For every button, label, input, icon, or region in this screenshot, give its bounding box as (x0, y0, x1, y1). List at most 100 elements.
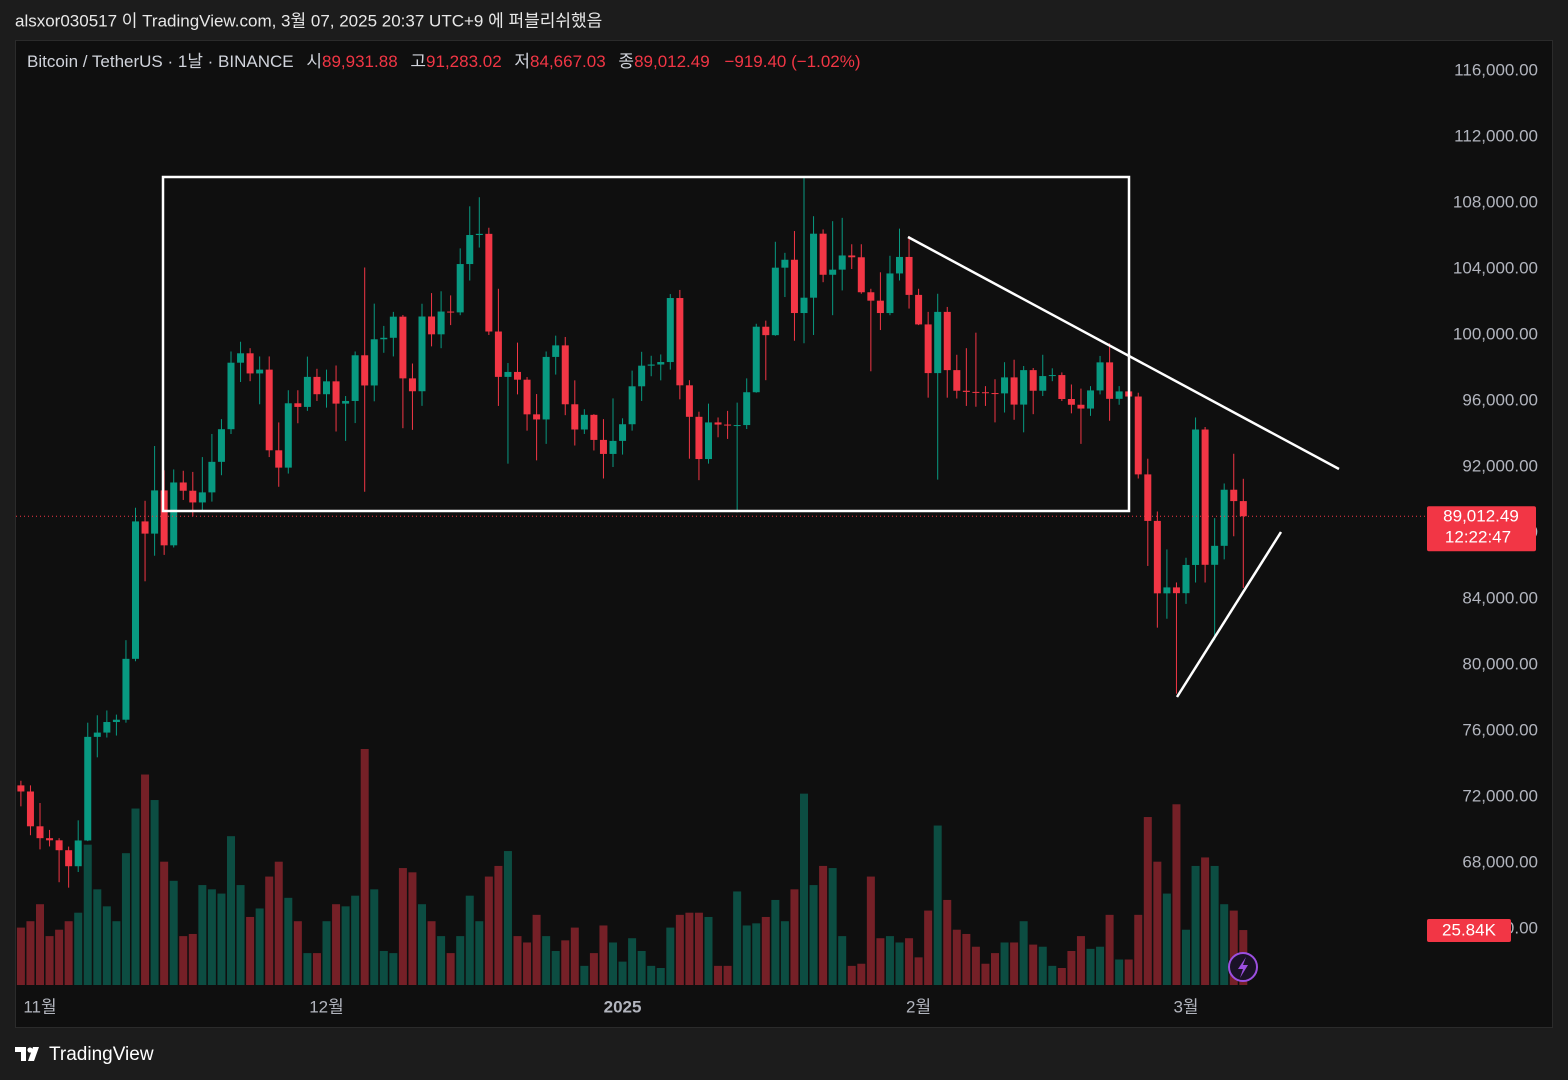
volume-bar (26, 921, 35, 985)
candle-body (1153, 520, 1161, 594)
candle-body (1039, 376, 1047, 391)
candle-body (666, 298, 674, 363)
volume-bar (1038, 946, 1047, 985)
volume-bar (198, 885, 207, 985)
volume-bar (761, 916, 770, 985)
volume-bar (293, 921, 302, 985)
volume-bar (933, 825, 942, 985)
volume-bar (83, 844, 92, 985)
candle-body (943, 311, 951, 371)
volume-bar (866, 876, 875, 985)
logo-mark (15, 1047, 39, 1061)
y-tick-label: 100,000.00 (1453, 324, 1538, 343)
candle-body (370, 339, 378, 386)
candle-body (1010, 377, 1018, 405)
volume-bar (1067, 950, 1076, 985)
volume-bar (513, 936, 522, 985)
candle-body (494, 331, 502, 377)
candle-body (896, 256, 903, 274)
candle-body (924, 324, 932, 374)
volume-bar (752, 923, 761, 985)
y-tick-label: 108,000.00 (1453, 192, 1538, 211)
volume-bar (570, 927, 579, 985)
candle-body (857, 257, 865, 293)
open-value: 89,931.88 (322, 52, 398, 71)
candle-body (437, 311, 445, 335)
volume-bar (1096, 946, 1105, 985)
volume-bar (991, 953, 999, 985)
candle-body (542, 356, 550, 420)
candle-body (227, 362, 235, 430)
candle-body (628, 386, 636, 425)
candle-body (1220, 489, 1228, 546)
candle-body (485, 233, 493, 332)
candle-body (800, 297, 808, 314)
candle-body (619, 424, 627, 441)
volume-bar (1153, 861, 1162, 985)
candle-body (122, 658, 130, 720)
candle-body (504, 371, 512, 377)
candle-body (93, 732, 101, 737)
volume-bar (714, 965, 723, 985)
candle-body (657, 362, 665, 365)
volume-bar (847, 965, 856, 985)
volume-bar (484, 876, 493, 985)
volume-bar (1029, 944, 1038, 985)
x-tick-label: 2025 (604, 997, 642, 1016)
candle-body (1211, 545, 1219, 565)
y-tick-label: 68,000.00 (1462, 852, 1538, 871)
volume-bar (465, 895, 474, 985)
volume-bar (895, 942, 904, 985)
candle-body (1144, 474, 1152, 521)
candle-body (208, 461, 216, 493)
x-tick-label: 11월 (23, 997, 56, 1016)
candle-body (876, 300, 884, 314)
volume-bar (446, 953, 455, 985)
volume-bar (885, 936, 894, 985)
candle-body (189, 490, 197, 503)
volume-bar (427, 921, 436, 985)
candle-body (676, 298, 684, 386)
candle-body (733, 425, 741, 427)
volume-bar (1057, 967, 1066, 985)
candle-body (771, 267, 779, 336)
volume-bar (102, 906, 111, 985)
trend-line (1175, 531, 1283, 698)
y-tick-label: 92,000.00 (1462, 456, 1538, 475)
candle-body (1096, 362, 1104, 391)
candle-body (991, 393, 999, 395)
candle-body (303, 376, 311, 407)
open-label: 시 (306, 52, 322, 71)
candle-body (972, 391, 980, 393)
volume-bar (924, 910, 933, 985)
y-tick-label: 104,000.00 (1453, 258, 1538, 277)
volume-bar (666, 927, 675, 985)
volume-bar (398, 868, 407, 985)
price-label: 89,012.49 (1443, 507, 1519, 526)
volume-layer (16, 749, 1248, 985)
candle-body (685, 385, 693, 417)
volume-bar (609, 942, 617, 985)
candle-body (1001, 377, 1009, 394)
candle-body (151, 490, 159, 534)
high-label: 고 (410, 52, 426, 71)
candle-body (905, 256, 913, 295)
volume-bar (437, 936, 446, 985)
candle-body (781, 259, 789, 268)
y-tick-label: 80,000.00 (1462, 654, 1538, 673)
candle-body (514, 371, 521, 380)
close-value: 89,012.49 (634, 52, 710, 71)
volume-bar (704, 916, 713, 985)
volume-bar (36, 904, 44, 985)
volume-bar (809, 885, 818, 985)
volume-bar (332, 904, 341, 985)
candle-body (1172, 587, 1180, 594)
volume-bar (1201, 857, 1210, 985)
volume-bar (303, 953, 312, 985)
candle-body (456, 264, 464, 313)
volume-label: 25.84K (1442, 921, 1497, 940)
trend-line (907, 235, 1340, 471)
candle-body (762, 326, 770, 336)
candle-body (934, 311, 942, 374)
candle-body (246, 353, 254, 374)
